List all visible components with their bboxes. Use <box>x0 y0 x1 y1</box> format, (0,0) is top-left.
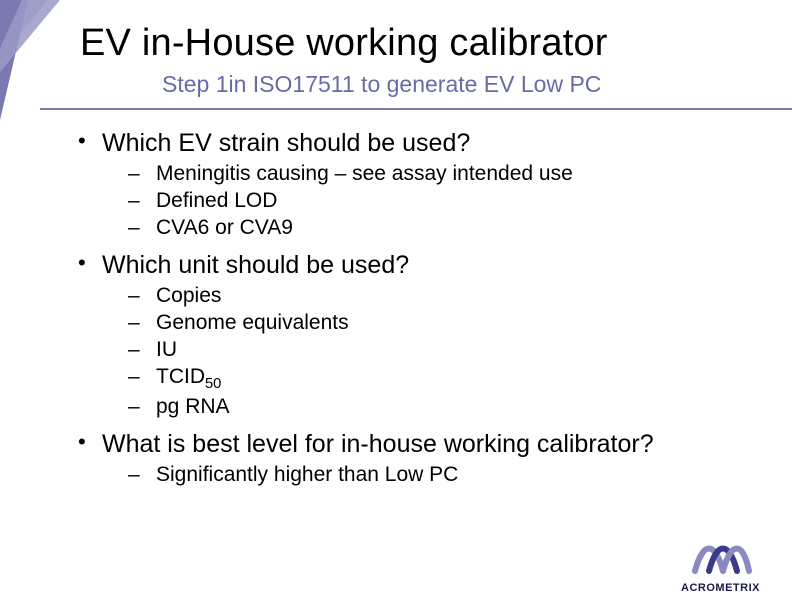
sub-bullet-list: Copies Genome equivalents IU TCID50 pg R… <box>102 283 744 421</box>
sub-bullet-text: Significantly higher than Low PC <box>156 463 458 486</box>
sub-bullet-text: IU <box>156 338 177 361</box>
sub-bullet-text: pg RNA <box>156 395 230 418</box>
sub-bullet-text: CVA6 or CVA9 <box>156 216 293 239</box>
sub-bullet-item: CVA6 or CVA9 <box>102 215 744 242</box>
sub-bullet-subscript: 50 <box>205 376 221 392</box>
logo-text: ACROMETRIX <box>681 582 760 594</box>
content-area: Which EV strain should be used? Meningit… <box>72 128 744 489</box>
sub-bullet-item: Copies <box>102 283 744 310</box>
bullet-item: What is best level for in-house working … <box>72 429 744 489</box>
sub-bullet-list: Significantly higher than Low PC <box>102 462 744 489</box>
sub-bullet-item: Defined LOD <box>102 188 744 215</box>
bullet-text: Which EV strain should be used? <box>102 129 470 157</box>
slide-subtitle: Step 1in ISO17511 to generate EV Low PC <box>162 71 744 98</box>
bullet-list: Which EV strain should be used? Meningit… <box>72 128 744 489</box>
sub-bullet-item: Significantly higher than Low PC <box>102 462 744 489</box>
sub-bullet-text: Defined LOD <box>156 189 277 212</box>
sub-bullet-item: Meningitis causing – see assay intended … <box>102 161 744 188</box>
sub-bullet-text: Copies <box>156 284 221 307</box>
bullet-text: What is best level for in-house working … <box>102 430 654 458</box>
bullet-item: Which unit should be used? Copies Genome… <box>72 250 744 421</box>
sub-bullet-item: IU <box>102 337 744 364</box>
sub-bullet-text: TCID <box>156 365 205 388</box>
sub-bullet-item: Genome equivalents <box>102 310 744 337</box>
bullet-text: Which unit should be used? <box>102 251 409 279</box>
sub-bullet-text: Genome equivalents <box>156 311 349 334</box>
bullet-item: Which EV strain should be used? Meningit… <box>72 128 744 242</box>
slide-title: EV in-House working calibrator <box>80 22 744 65</box>
slide: EV in-House working calibrator Step 1in … <box>0 0 792 612</box>
sub-bullet-list: Meningitis causing – see assay intended … <box>102 161 744 242</box>
sub-bullet-item: pg RNA <box>102 394 744 421</box>
sub-bullet-text: Meningitis causing – see assay intended … <box>156 162 573 185</box>
sub-bullet-item: TCID50 <box>102 364 744 394</box>
logo: ACROMETRIX <box>681 533 760 594</box>
title-divider <box>40 108 792 110</box>
logo-mark-icon <box>689 533 753 575</box>
